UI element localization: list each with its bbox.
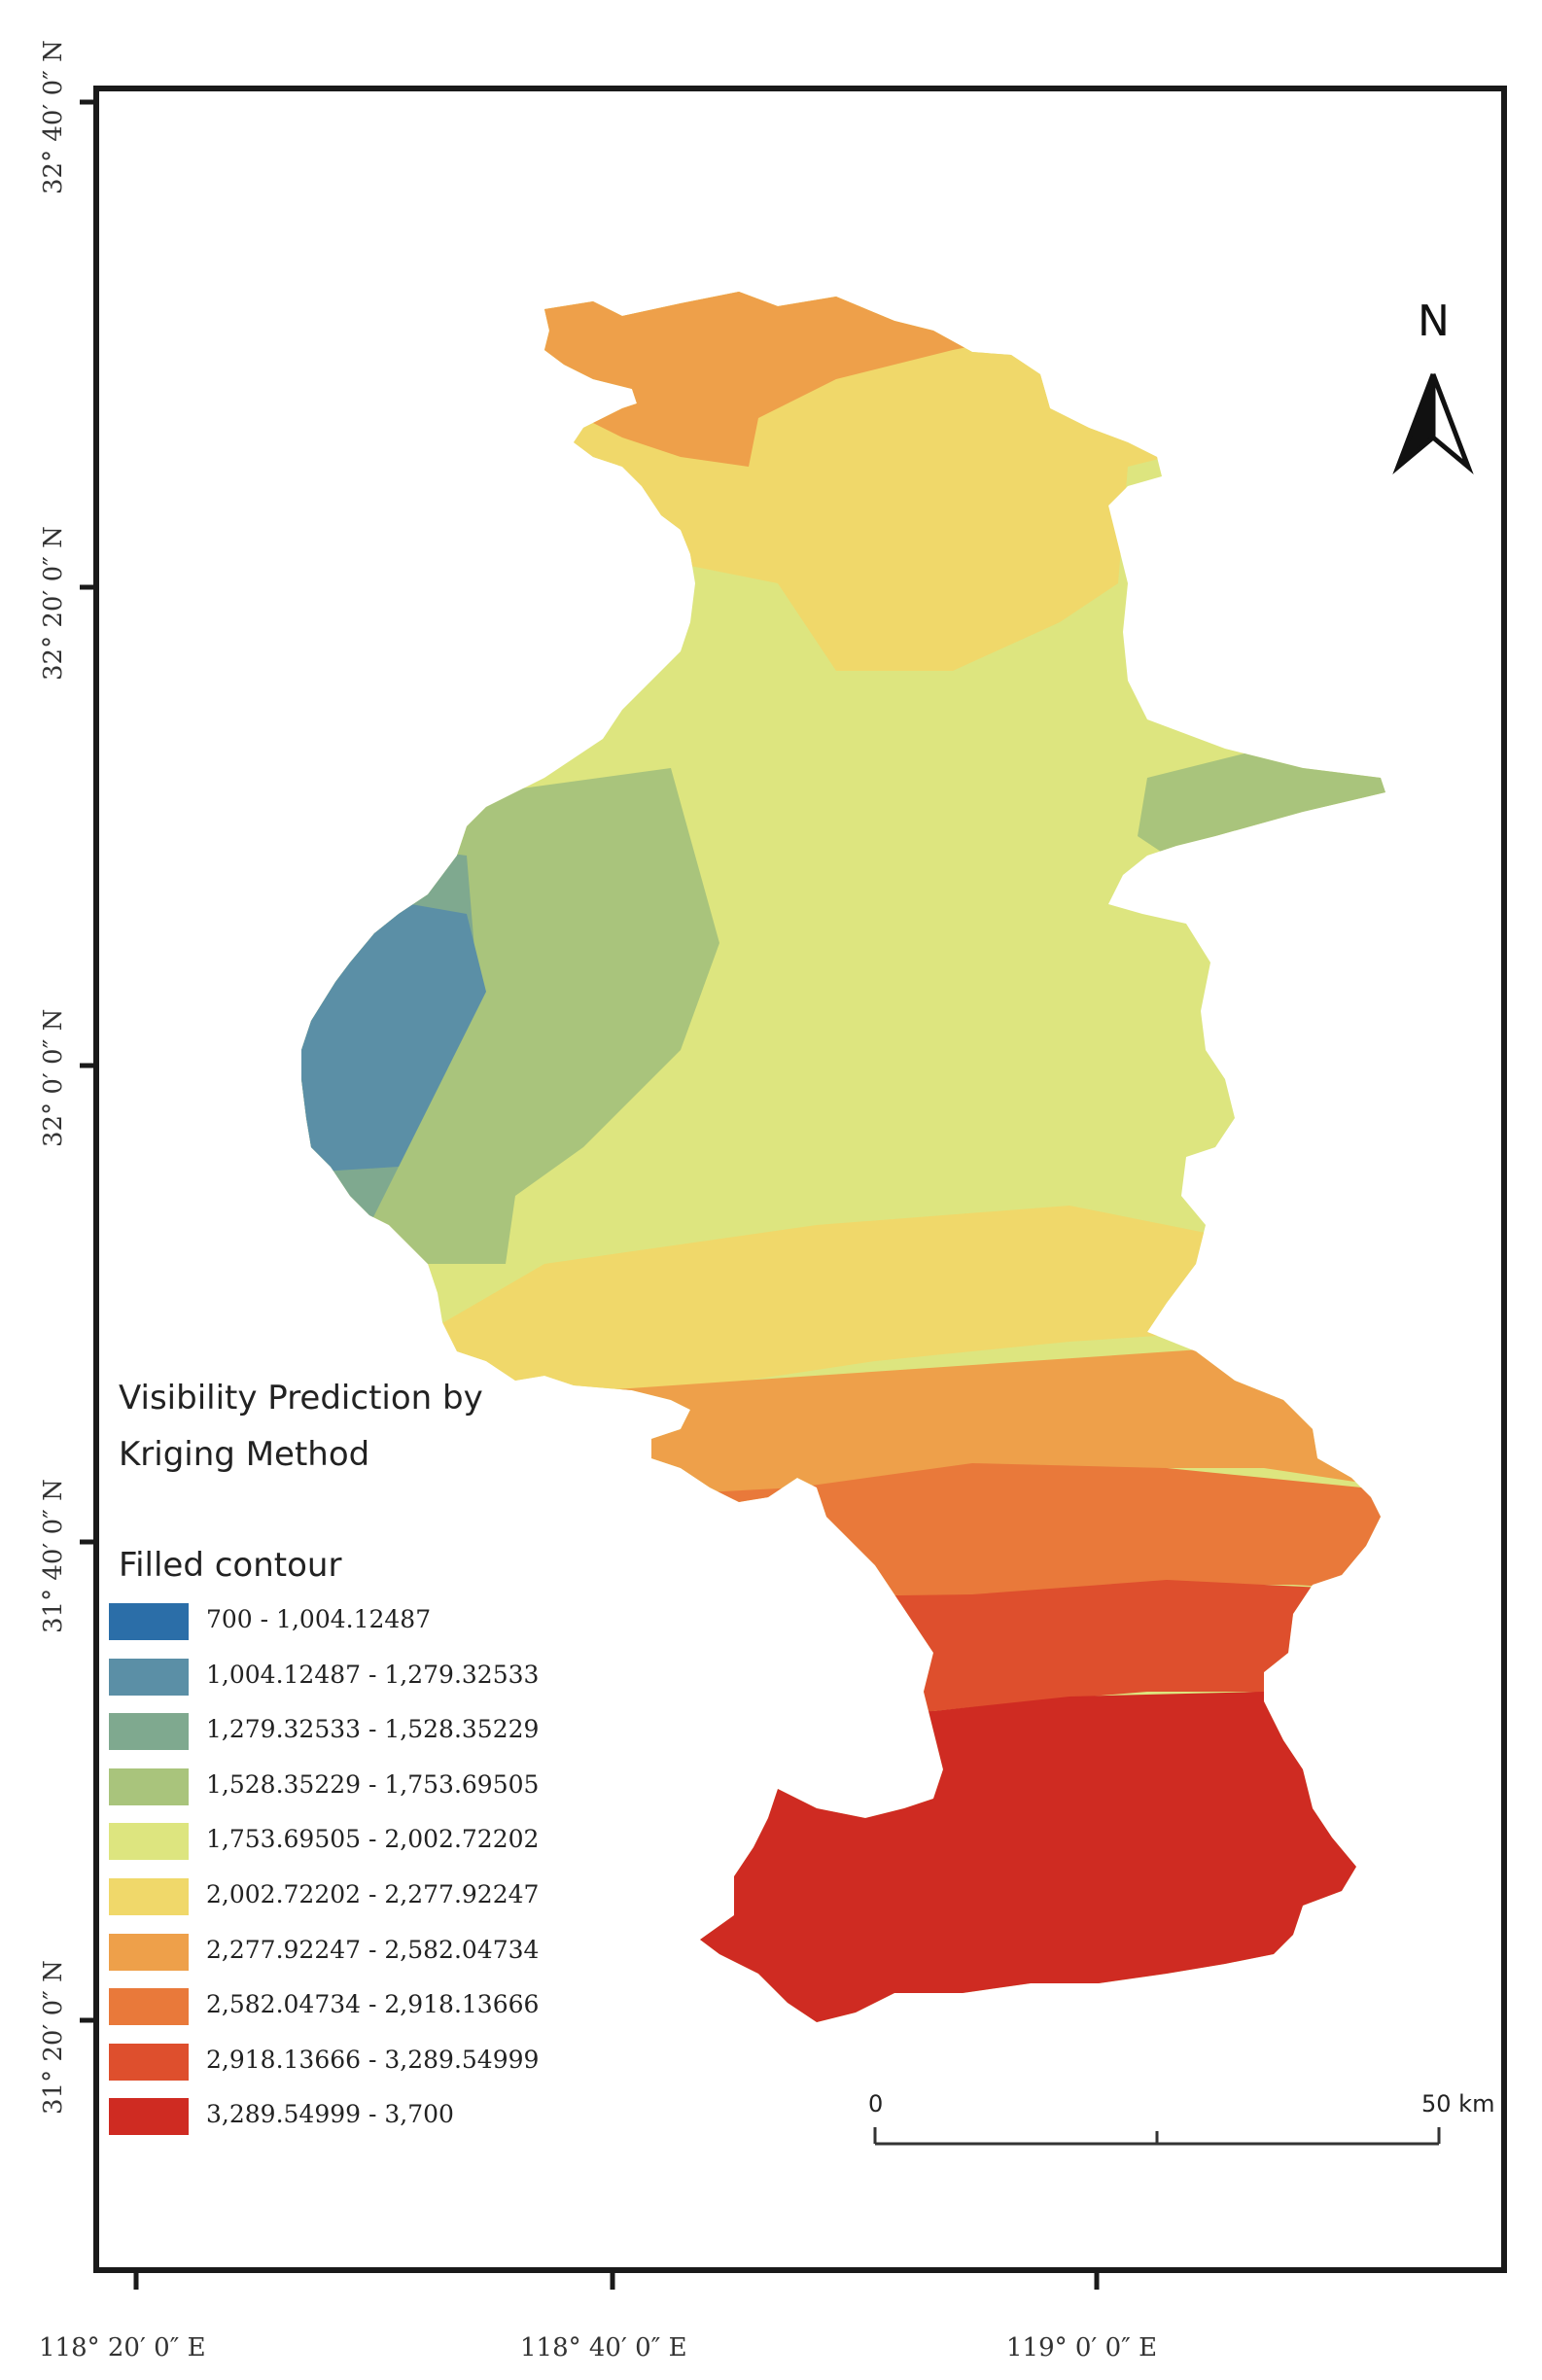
lat-label-32-40: 32° 40′ 0″ N xyxy=(39,40,68,194)
legend-label: 700 - 1,004.12487 xyxy=(206,1605,432,1633)
legend-item: 2,002.72202 - 2,277.92247 xyxy=(109,1874,653,1930)
lon-label-118-20: 118° 20′ 0″ E xyxy=(39,2333,206,2362)
legend-item: 1,528.35229 - 1,753.69505 xyxy=(109,1765,653,1820)
lat-label-31-20: 31° 20′ 0″ N xyxy=(39,1960,68,2115)
legend-swatch xyxy=(109,1988,189,2026)
lat-label-31-40: 31° 40′ 0″ N xyxy=(39,1479,68,1633)
legend-swatch xyxy=(109,1603,189,1640)
legend-swatch xyxy=(109,1823,189,1861)
legend-item: 2,582.04734 - 2,918.13666 xyxy=(109,1984,653,2040)
legend-swatch xyxy=(109,2043,189,2081)
legend-label: 1,528.35229 - 1,753.69505 xyxy=(206,1769,540,1799)
legend-label: 1,004.12487 - 1,279.32533 xyxy=(206,1660,540,1689)
lon-label-118-40: 118° 40′ 0″ E xyxy=(520,2333,687,2362)
legend-item: 1,279.32533 - 1,528.35229 xyxy=(109,1709,653,1765)
legend-item: 2,918.13666 - 3,289.54999 xyxy=(109,2040,653,2095)
legend-label: 3,289.54999 - 3,700 xyxy=(206,2100,454,2129)
legend-item: 2,277.92247 - 2,582.04734 xyxy=(109,1930,653,1985)
legend-item: 700 - 1,004.12487 xyxy=(109,1599,653,1655)
scale-bar-end-label: 50 km xyxy=(1421,2090,1495,2118)
north-label: N xyxy=(1418,297,1450,346)
lat-label-32-20: 32° 20′ 0″ N xyxy=(39,526,68,681)
legend-label: 2,582.04734 - 2,918.13666 xyxy=(206,1990,540,2019)
legend-swatch xyxy=(109,1933,189,1971)
legend-label: 1,753.69505 - 2,002.72202 xyxy=(206,1825,540,1854)
legend: 700 - 1,004.12487 1,004.12487 - 1,279.32… xyxy=(109,1599,653,2150)
legend-item: 3,289.54999 - 3,700 xyxy=(109,2094,653,2150)
legend-label: 2,002.72202 - 2,277.92247 xyxy=(206,1879,540,1908)
legend-swatch xyxy=(109,1768,189,1805)
lat-label-32-00: 32° 0′ 0″ N xyxy=(39,1008,68,1147)
legend-title-line2: Kriging Method xyxy=(119,1435,370,1474)
legend-item: 1,753.69505 - 2,002.72202 xyxy=(109,1819,653,1874)
legend-label: 2,277.92247 - 2,582.04734 xyxy=(206,1935,540,1964)
zone-2582-2918 xyxy=(301,1463,1385,1604)
legend-label: 1,279.32533 - 1,528.35229 xyxy=(206,1715,540,1744)
coordinate-ticks xyxy=(80,99,1100,2290)
legend-subtitle: Filled contour xyxy=(119,1546,342,1585)
legend-item: 1,004.12487 - 1,279.32533 xyxy=(109,1655,653,1710)
legend-title-line1: Visibility Prediction by xyxy=(119,1379,483,1418)
legend-label: 2,918.13666 - 3,289.54999 xyxy=(206,2045,540,2074)
legend-swatch xyxy=(109,1877,189,1915)
legend-swatch xyxy=(109,2098,189,2136)
scale-bar-start-label: 0 xyxy=(868,2090,884,2118)
legend-swatch xyxy=(109,1658,189,1696)
scale-bar xyxy=(873,2127,1441,2146)
legend-swatch xyxy=(109,1713,189,1751)
north-arrow-icon xyxy=(1392,373,1474,475)
lon-label-119-00: 119° 0′ 0″ E xyxy=(1006,2333,1158,2362)
